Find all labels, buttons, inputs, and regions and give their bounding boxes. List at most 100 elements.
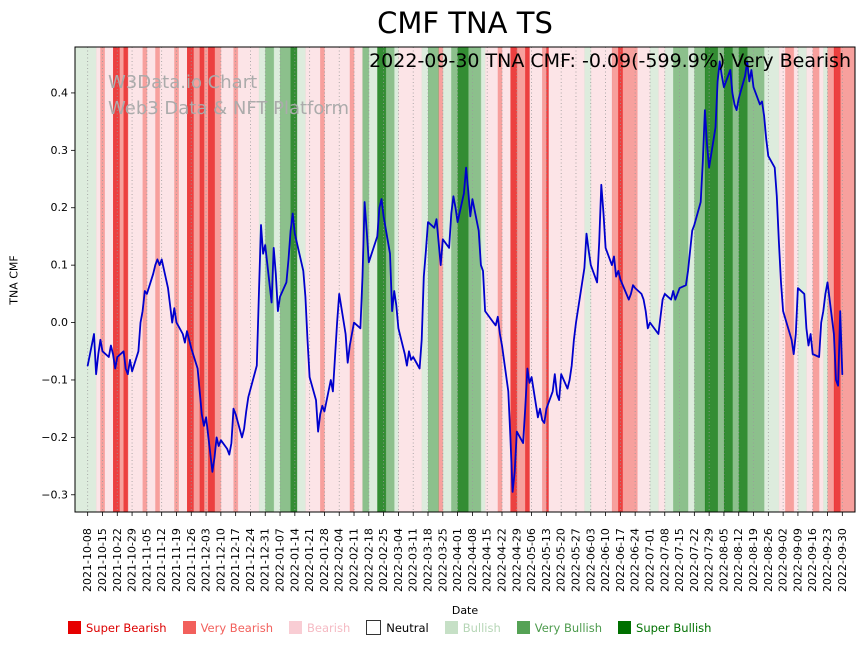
sentiment-band-bullish — [258, 47, 266, 512]
x-tick-label: 2022-01-14 — [288, 528, 301, 592]
sentiment-band-very_bearish — [840, 47, 856, 512]
x-tick-label: 2022-04-15 — [481, 528, 494, 592]
sentiment-band-very_bullish — [362, 47, 370, 512]
legend-item-very_bearish: Very Bearish — [182, 621, 273, 635]
chart-title: CMF TNA TS — [377, 6, 553, 40]
x-tick-label: 2021-10-08 — [81, 528, 94, 592]
x-tick-label: 2021-12-24 — [244, 528, 257, 592]
legend-swatch-bullish — [444, 621, 458, 634]
sentiment-band-very_bearish — [827, 47, 835, 512]
sentiment-band-super_bearish — [525, 47, 530, 512]
sentiment-band-very_bullish — [428, 47, 439, 512]
sentiment-band-bearish — [485, 47, 499, 512]
x-tick-label: 2022-06-03 — [584, 528, 597, 592]
sentiment-band-very_bullish — [468, 47, 482, 512]
y-tick-label: 0.0 — [51, 316, 69, 329]
x-axis-title: Date — [451, 604, 479, 617]
sentiment-band-bullish — [394, 47, 399, 512]
legend-label: Super Bullish — [636, 620, 712, 635]
x-tick-label: 2022-02-11 — [348, 528, 361, 592]
x-tick-label: 2021-10-29 — [126, 528, 139, 592]
sentiment-band-bullish — [273, 47, 281, 512]
sentiment-band-very_bearish — [320, 47, 325, 512]
x-tick-label: 2022-03-25 — [436, 528, 449, 592]
sentiment-band-very_bearish — [203, 47, 209, 512]
legend-swatch-super_bullish — [618, 621, 632, 634]
x-tick-label: 2022-06-10 — [599, 528, 612, 592]
sentiment-band-bullish — [823, 47, 828, 512]
sentiment-band-bearish — [658, 47, 666, 512]
sentiment-band-bearish — [178, 47, 188, 512]
sentiment-band-super_bearish — [510, 47, 518, 512]
sentiment-band-bearish — [778, 47, 786, 512]
x-tick-label: 2022-05-06 — [525, 528, 538, 592]
sentiment-band-bearish — [793, 47, 799, 512]
legend-label: Bearish — [307, 620, 351, 635]
sentiment-band-bullish — [584, 47, 592, 512]
sentiment-band-super_bearish — [208, 47, 215, 512]
x-tick-label: 2022-02-25 — [377, 528, 390, 592]
x-tick-label: 2022-08-19 — [747, 528, 760, 592]
x-tick-label: 2022-05-20 — [555, 528, 568, 592]
x-tick-label: 2022-03-11 — [407, 528, 420, 592]
sentiment-band-very_bullish — [673, 47, 689, 512]
sentiment-band-very_bearish — [438, 47, 444, 512]
x-tick-label: 2022-06-24 — [629, 528, 642, 592]
legend-item-super_bearish: Super Bearish — [68, 621, 167, 635]
x-tick-label: 2022-03-18 — [422, 528, 435, 592]
x-tick-label: 2022-04-22 — [495, 528, 508, 592]
x-tick-label: 2022-07-29 — [703, 528, 716, 592]
legend-label: Very Bullish — [534, 620, 603, 635]
legend-item-bullish: Bullish — [444, 621, 501, 635]
sentiment-band-super_bearish — [199, 47, 205, 512]
x-tick-label: 2022-09-23 — [821, 528, 834, 592]
sentiment-band-very_bullish — [732, 47, 740, 512]
sentiment-band-bullish — [296, 47, 306, 512]
sentiment-band-super_bullish — [738, 47, 748, 512]
sentiment-band-bullish — [797, 47, 807, 512]
x-tick-label: 2022-07-01 — [643, 528, 656, 592]
x-tick-label: 2021-11-26 — [185, 528, 198, 592]
watermark-line1: W3Data.io Chart — [108, 72, 258, 93]
sentiment-band-super_bearish — [113, 47, 120, 512]
sentiment-band-very_bearish — [611, 47, 619, 512]
y-tick-label: 0.3 — [51, 144, 69, 157]
sentiment-band-super_bullish — [377, 47, 387, 512]
watermark: W3Data.io Chart Web3 Data & NFT Platform — [108, 70, 349, 122]
x-tick-label: 2022-01-07 — [274, 528, 287, 592]
x-tick-label: 2021-12-31 — [259, 528, 272, 592]
x-tick-label: 2021-11-19 — [170, 528, 183, 592]
sentiment-band-very_bearish — [214, 47, 222, 512]
plot-border — [74, 46, 856, 513]
legend-swatch-bearish — [289, 621, 303, 634]
y-tick-label: −0.2 — [41, 431, 68, 444]
sentiment-band-bearish — [590, 47, 613, 512]
legend-item-super_bullish: Super Bullish — [618, 621, 711, 635]
sentiment-band-bullish — [75, 47, 97, 512]
latest-value-annotation: 2022-09-30 TNA CMF: -0.09(-599.9%) Very … — [369, 50, 851, 72]
sentiment-band-very_bullish — [451, 47, 459, 512]
sentiment-band-very_bearish — [497, 47, 503, 512]
sentiment-band-very_bearish — [155, 47, 160, 512]
sentiment-band-very_bullish — [717, 47, 725, 512]
sentiment-band-super_bearish — [546, 47, 549, 512]
sentiment-band-super_bullish — [723, 47, 733, 512]
sentiment-band-bullish — [368, 47, 378, 512]
y-tick-label: 0.2 — [51, 201, 69, 214]
x-tick-label: 2021-11-12 — [155, 528, 168, 592]
legend-item-bearish: Bearish — [289, 621, 350, 635]
sentiment-band-super_bearish — [187, 47, 194, 512]
legend-item-very_bullish: Very Bullish — [516, 620, 603, 635]
x-tick-label: 2022-07-08 — [658, 528, 671, 592]
sentiment-band-very_bearish — [119, 47, 125, 512]
x-tick-label: 2021-12-17 — [229, 528, 242, 592]
y-tick-label: −0.1 — [41, 373, 68, 386]
x-tick-label: 2022-01-21 — [303, 528, 316, 592]
y-tick-label: −0.3 — [41, 488, 68, 501]
sentiment-band-bullish — [688, 47, 695, 512]
sentiment-band-bearish — [305, 47, 321, 512]
sentiment-band-bearish — [324, 47, 351, 512]
x-tick-label: 2022-01-28 — [318, 528, 331, 592]
